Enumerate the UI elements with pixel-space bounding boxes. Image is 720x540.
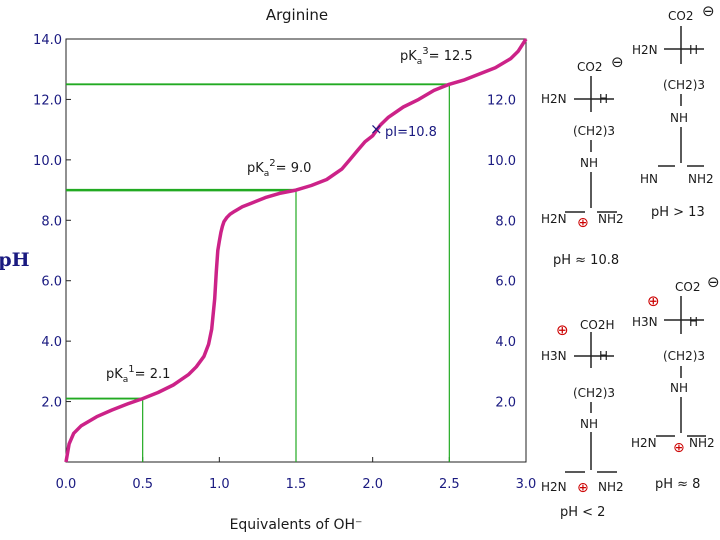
x-tick-label: 2.0 xyxy=(362,477,383,492)
y-tick-label: 14.0 xyxy=(33,33,62,48)
x-tick-label: 3.0 xyxy=(516,477,537,492)
series-line xyxy=(64,38,528,463)
svg-text:NH2: NH2 xyxy=(688,172,714,186)
svg-text:H: H xyxy=(599,349,608,363)
charge-plus-icon: ⊕ xyxy=(577,480,589,496)
pi-marker: × xyxy=(370,120,383,138)
x-tick-label: 1.5 xyxy=(286,477,307,492)
y-tick-label: 8.0 xyxy=(41,214,62,229)
x-tick-label: 1.0 xyxy=(209,477,230,492)
structure-ph-gt-13: CO2 ⊖ H2N H (CH2)3 NH HN NH2 pH > 13 xyxy=(632,2,715,220)
svg-text:NH: NH xyxy=(580,156,598,170)
charge-plus-icon: ⊕ xyxy=(673,440,685,456)
charge-minus-icon: ⊖ xyxy=(702,2,715,20)
svg-text:NH2: NH2 xyxy=(689,436,715,450)
structure-caption: pH < 2 xyxy=(560,505,605,520)
struct-text: CO2H xyxy=(580,318,614,332)
y-axis-label: pH xyxy=(0,249,30,271)
svg-text:NH: NH xyxy=(580,417,598,431)
x-tick-label: 0.0 xyxy=(56,477,77,492)
svg-text:NH: NH xyxy=(670,381,688,395)
svg-text:H: H xyxy=(689,43,698,57)
structure-ph-10-8: CO2 ⊖ H2N H (CH2)3 NH H2N NH2 ⊕ pH ≈ 10.… xyxy=(541,53,624,268)
svg-text:H3N: H3N xyxy=(541,349,567,363)
x-axis-label: Equivalents of OH⁻ xyxy=(230,517,363,533)
svg-text:H2N: H2N xyxy=(631,436,657,450)
pka1-label: pKa1= 2.1 xyxy=(106,364,170,385)
svg-text:H2N: H2N xyxy=(632,43,658,57)
y-tick-label-right: 2.0 xyxy=(495,396,516,411)
y-tick-label-right: 12.0 xyxy=(487,93,516,108)
y-tick-label-right: 8.0 xyxy=(495,214,516,229)
svg-text:H3N: H3N xyxy=(632,315,658,329)
y-tick-label-right: 4.0 xyxy=(495,335,516,350)
charge-plus-icon: ⊕ xyxy=(556,321,569,339)
y-tick-label-right: 10.0 xyxy=(487,154,516,169)
pka2-label: pKa2= 9.0 xyxy=(247,158,311,179)
structure-ph-8: ⊕ CO2 ⊖ H3N H (CH2)3 NH H2N NH2 ⊕ pH ≈ 8 xyxy=(631,273,720,492)
svg-text:H2N: H2N xyxy=(541,480,567,494)
svg-text:CO2: CO2 xyxy=(577,60,602,74)
svg-text:(CH2)3: (CH2)3 xyxy=(573,124,615,138)
structure-caption: pH ≈ 10.8 xyxy=(553,253,619,268)
svg-text:NH2: NH2 xyxy=(598,480,624,494)
x-tick-label: 0.5 xyxy=(132,477,153,492)
svg-text:HN: HN xyxy=(640,172,658,186)
pka3-label: pKa3= 12.5 xyxy=(400,46,473,67)
svg-text:(CH2)3: (CH2)3 xyxy=(663,349,705,363)
charge-minus-icon: ⊖ xyxy=(611,53,624,71)
charge-plus-icon: ⊕ xyxy=(577,215,589,231)
y-tick-label: 6.0 xyxy=(41,275,62,290)
svg-text:CO2: CO2 xyxy=(668,9,693,23)
svg-text:(CH2)3: (CH2)3 xyxy=(573,386,615,400)
x-tick-label: 2.5 xyxy=(439,477,460,492)
y-tick-label: 12.0 xyxy=(33,93,62,108)
svg-text:NH: NH xyxy=(670,111,688,125)
y-tick-label: 10.0 xyxy=(33,154,62,169)
svg-text:NH2: NH2 xyxy=(598,212,624,226)
svg-text:(CH2)3: (CH2)3 xyxy=(663,78,705,92)
y-tick-label: 2.0 xyxy=(41,396,62,411)
structure-ph-lt-2: ⊕ CO2H H3N H (CH2)3 NH H2N NH2 ⊕ pH < 2 xyxy=(541,318,624,520)
structure-caption: pH ≈ 8 xyxy=(655,477,700,492)
y-tick-label: 4.0 xyxy=(41,335,62,350)
svg-text:H: H xyxy=(689,315,698,329)
charge-minus-icon: ⊖ xyxy=(707,273,720,291)
pi-label: pI=10.8 xyxy=(385,125,437,140)
svg-text:H2N: H2N xyxy=(541,92,567,106)
structure-caption: pH > 13 xyxy=(651,205,705,220)
svg-text:H2N: H2N xyxy=(541,212,567,226)
y-tick-label-right: 6.0 xyxy=(495,275,516,290)
chart-title: Arginine xyxy=(266,6,328,24)
svg-text:H: H xyxy=(599,92,608,106)
charge-plus-icon: ⊕ xyxy=(647,292,660,310)
svg-text:CO2: CO2 xyxy=(675,280,700,294)
